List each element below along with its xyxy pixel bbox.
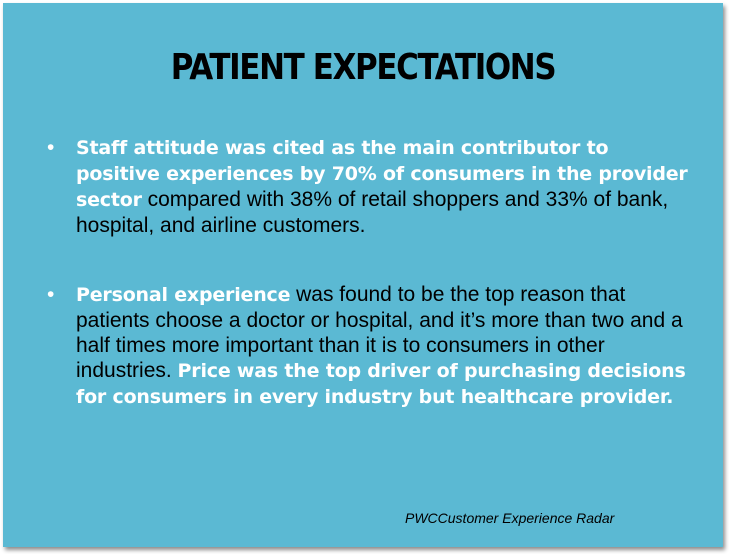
bullet-dot-icon: • — [47, 283, 55, 306]
bullet-item: • Personal experience was found to be th… — [45, 282, 695, 410]
slide: PATIENT EXPECTATIONS • Staff attitude wa… — [3, 3, 723, 547]
bullet-dot-icon: • — [47, 136, 55, 159]
bullet-highlight-secondary: Price was the top driver of purchasing d… — [76, 360, 686, 408]
bullet-highlight: Personal experience — [76, 284, 291, 306]
source-citation: PWCCustomer Experience Radar — [405, 510, 615, 526]
bullet-text: was found to be the top reason that pati… — [76, 283, 683, 382]
slide-title: PATIENT EXPECTATIONS — [170, 47, 557, 88]
bullet-text: compared with 38% of retail shoppers and… — [76, 188, 669, 237]
bullet-list: • Staff attitude was cited as the main c… — [45, 135, 695, 410]
bullet-highlight: Staff attitude was cited as the main con… — [76, 137, 688, 211]
bullet-item: • Staff attitude was cited as the main c… — [45, 135, 695, 238]
